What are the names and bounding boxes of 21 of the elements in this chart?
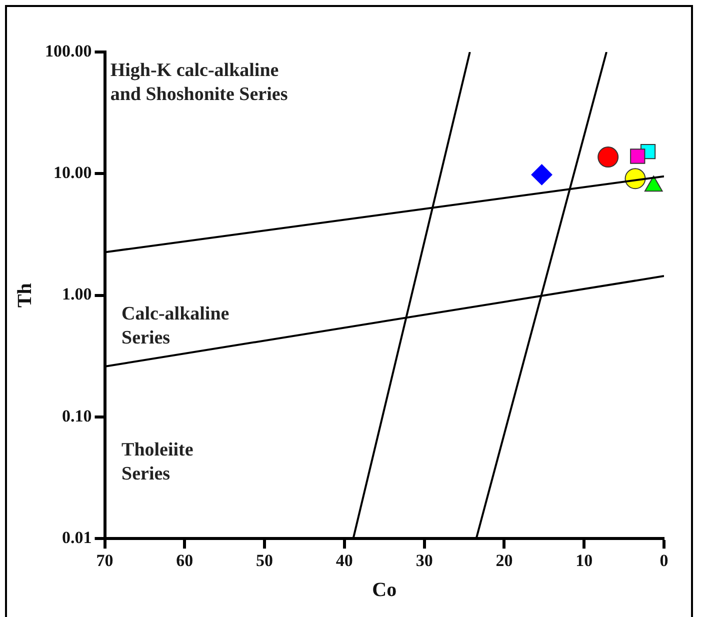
- x-tick-label: 50: [256, 551, 274, 570]
- point: [598, 146, 619, 168]
- point: [531, 164, 552, 186]
- x-tick-label: 70: [96, 551, 114, 570]
- y-tick-label: 1.00: [62, 284, 92, 304]
- x-tick-label: 60: [176, 551, 194, 570]
- annotation: High-K calc-alkaline and Shoshonite Series: [110, 60, 288, 106]
- y-tick-label: 0.10: [62, 406, 92, 426]
- y-tick-label: 100.00: [45, 41, 92, 60]
- y-axis-title: Th: [14, 283, 36, 308]
- x-tick-label: 20: [496, 551, 513, 570]
- x-axis-title: Co: [372, 579, 397, 602]
- annotation: Tholeiite Series: [122, 440, 194, 485]
- x-tick-label: 10: [576, 551, 593, 570]
- x-tick-label: 30: [416, 551, 433, 570]
- y-tick-label: 10.00: [54, 163, 92, 182]
- x-tick-label: 40: [336, 551, 353, 570]
- point: [630, 148, 646, 164]
- annotation: Calc-alkaline Series: [122, 303, 230, 348]
- x-tick-label: 0: [660, 551, 668, 570]
- y-tick-label: 0.01: [62, 528, 92, 547]
